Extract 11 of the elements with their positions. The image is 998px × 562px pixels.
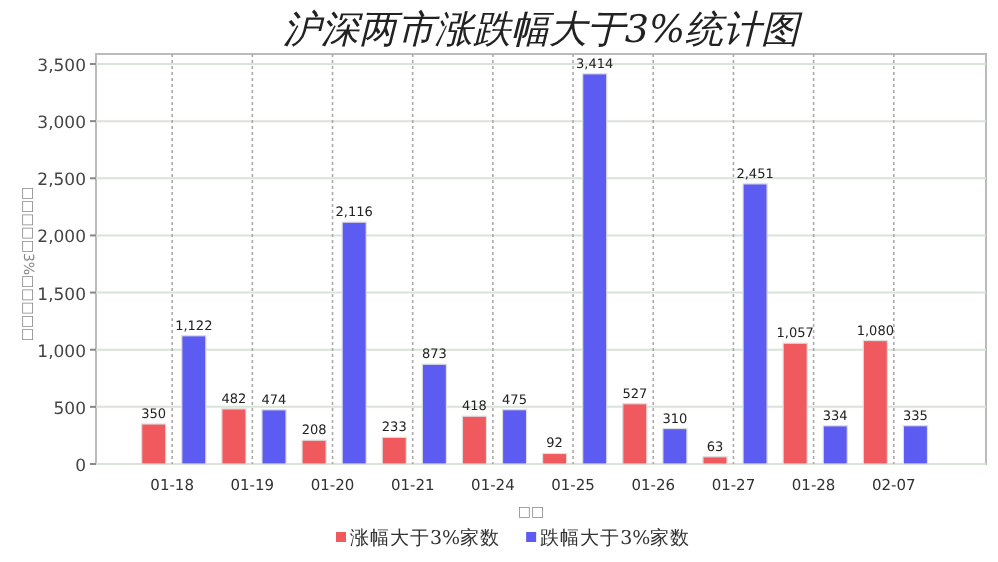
y-tick-label: 0 bbox=[75, 457, 86, 477]
y-tick-label: 2,500 bbox=[37, 171, 86, 192]
y-tick-label: 3,500 bbox=[37, 57, 86, 77]
legend-label: 涨幅大于3%家数 bbox=[350, 526, 501, 550]
y-tick-label: 500 bbox=[53, 399, 86, 420]
legend-label: 跌幅大于3%家数 bbox=[540, 526, 691, 550]
y-tick-label: 2,000 bbox=[37, 228, 86, 249]
chart-title: 沪深两市涨跌幅大于3%统计图 bbox=[282, 8, 804, 52]
y-tick-label: 1,000 bbox=[37, 342, 86, 363]
y-tick-label: 1,500 bbox=[37, 285, 86, 306]
y-tick-label: 3,000 bbox=[37, 114, 86, 135]
